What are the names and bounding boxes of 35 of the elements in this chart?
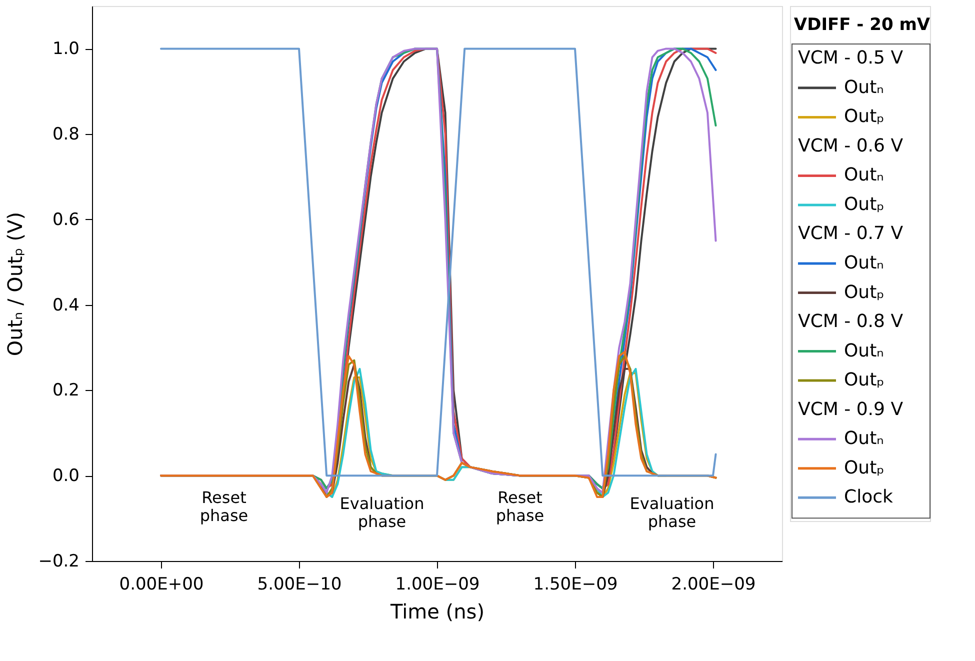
y-tick-label: 0.8 bbox=[52, 124, 80, 145]
y-tick-label: 0.4 bbox=[52, 295, 80, 316]
legend-label: Outₚ bbox=[844, 194, 884, 215]
annotation: Reset phase bbox=[200, 488, 248, 525]
text: VCM - 0.6 V bbox=[798, 135, 904, 156]
text: VCM - 0.9 V bbox=[798, 398, 904, 420]
legend-label: Clock bbox=[844, 486, 894, 508]
x-axis-title: Time (ns) bbox=[389, 600, 485, 624]
y-tick-label: 0.0 bbox=[52, 466, 80, 486]
y-axis-title: Outₙ / Outₚ (V) bbox=[3, 212, 28, 356]
legend-label: Outₚ bbox=[844, 282, 884, 303]
x-tick-label: 1.00E−09 bbox=[395, 574, 480, 594]
legend-label: Outₚ bbox=[844, 457, 884, 478]
legend-title: VDIFF - 20 mV bbox=[794, 15, 931, 36]
text: VCM - 0.8 V bbox=[798, 311, 904, 332]
x-tick-label: 1.50E−09 bbox=[533, 574, 618, 594]
text: VCM - 0.7 V bbox=[798, 223, 904, 244]
x-tick-label: 2.00E−09 bbox=[671, 574, 756, 594]
y-tick-label: 0.2 bbox=[52, 380, 80, 401]
x-tick-label: 5.00E−10 bbox=[257, 574, 342, 594]
x-tick-label: 0.00E+00 bbox=[119, 574, 204, 594]
text: VCM - 0.5 V bbox=[798, 48, 904, 69]
legend-label: Outₚ bbox=[844, 370, 884, 391]
annotation: Evaluation phase bbox=[340, 494, 424, 531]
annotation: Reset phase bbox=[496, 488, 544, 525]
legend-label: Outₙ bbox=[844, 76, 884, 98]
legend-label: Outₙ bbox=[844, 340, 884, 362]
legend-label: Outₚ bbox=[844, 106, 884, 128]
annotation: Evaluation phase bbox=[630, 494, 714, 531]
y-tick-label: 0.6 bbox=[52, 210, 80, 230]
legend-label: Outₙ bbox=[844, 428, 884, 450]
legend-label: Outₙ bbox=[844, 252, 884, 274]
y-tick-label: −0.2 bbox=[38, 552, 80, 572]
y-tick-label: 1.0 bbox=[52, 39, 80, 60]
legend-label: Outₙ bbox=[844, 164, 884, 186]
